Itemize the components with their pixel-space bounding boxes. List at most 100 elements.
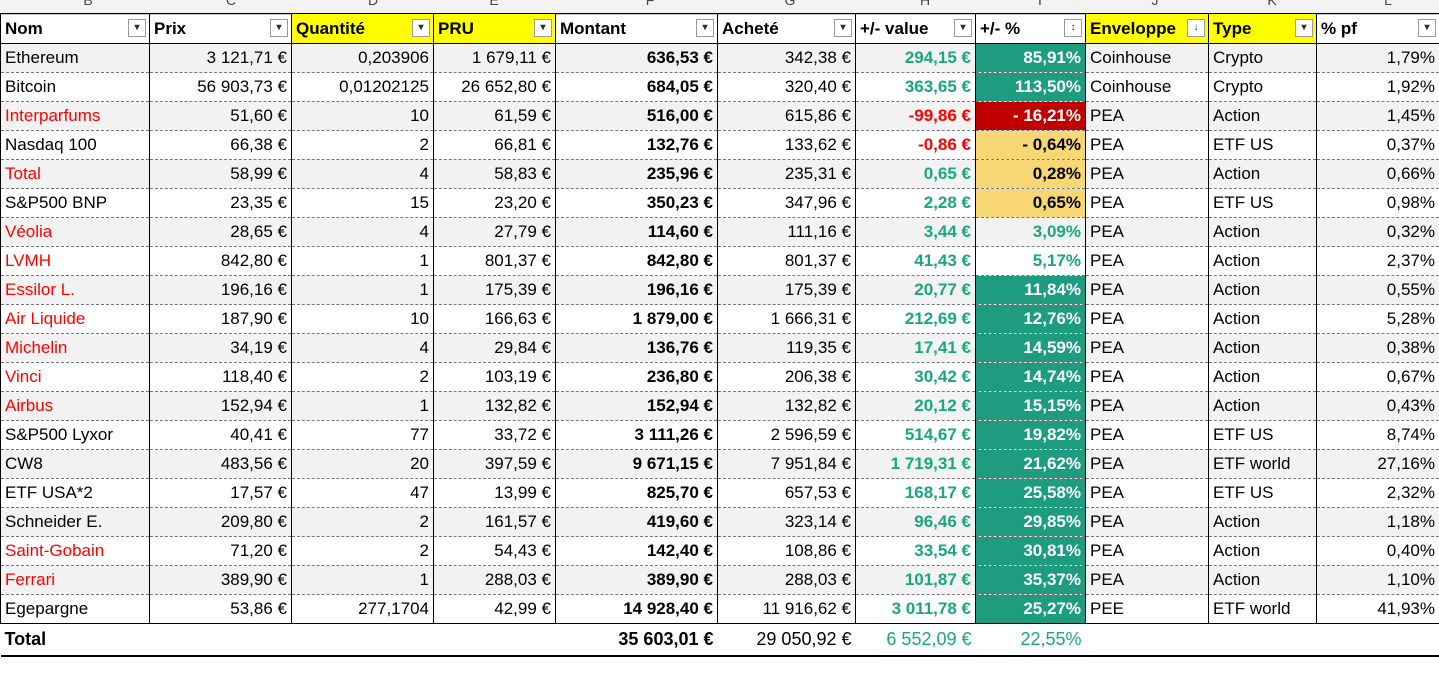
- cell-nom[interactable]: Interparfums: [0, 101, 150, 131]
- cell-quantite[interactable]: 2: [291, 536, 434, 566]
- cell-quantite[interactable]: 0,01202125: [291, 72, 434, 102]
- column-header-8[interactable]: Enveloppe ↓: [1085, 13, 1209, 44]
- cell-type[interactable]: Crypto: [1208, 43, 1317, 73]
- column-header-1[interactable]: Prix ▾: [149, 13, 292, 44]
- cell-quantite[interactable]: 4: [291, 333, 434, 363]
- cell-plus-minus-value[interactable]: -99,86 €: [855, 101, 976, 131]
- cell-pru[interactable]: 397,59 €: [433, 449, 556, 479]
- cell-plus-minus-value[interactable]: 101,87 €: [855, 565, 976, 595]
- cell-achete[interactable]: 342,38 €: [717, 43, 856, 73]
- cell-enveloppe[interactable]: PEA: [1085, 391, 1209, 421]
- cell-nom[interactable]: Schneider E.: [0, 507, 150, 537]
- cell-plus-minus-pct[interactable]: 19,82%: [975, 420, 1086, 450]
- cell-plus-minus-pct[interactable]: 85,91%: [975, 43, 1086, 73]
- dropdown-icon[interactable]: ▾: [270, 19, 288, 37]
- cell-montant[interactable]: 142,40 €: [555, 536, 718, 566]
- cell-pct-pf[interactable]: 0,43%: [1316, 391, 1439, 421]
- cell-enveloppe[interactable]: Coinhouse: [1085, 43, 1209, 73]
- cell-quantite[interactable]: 1: [291, 246, 434, 276]
- column-letter-e[interactable]: E: [489, 0, 499, 8]
- column-letter-h[interactable]: H: [919, 0, 931, 8]
- cell-prix[interactable]: 3 121,71 €: [149, 43, 292, 73]
- cell-pru[interactable]: 58,83 €: [433, 159, 556, 189]
- cell-achete[interactable]: 801,37 €: [717, 246, 856, 276]
- cell-achete[interactable]: 111,16 €: [717, 217, 856, 247]
- cell-plus-minus-value[interactable]: 514,67 €: [855, 420, 976, 450]
- dropdown-icon[interactable]: ▾: [534, 19, 552, 37]
- cell-pru[interactable]: 29,84 €: [433, 333, 556, 363]
- cell-montant[interactable]: 14 928,40 €: [555, 594, 718, 624]
- cell-type[interactable]: Action: [1208, 159, 1317, 189]
- cell-pru[interactable]: 27,79 €: [433, 217, 556, 247]
- dropdown-icon[interactable]: ▾: [954, 19, 972, 37]
- cell-plus-minus-pct[interactable]: - 16,21%: [975, 101, 1086, 131]
- cell-achete[interactable]: 175,39 €: [717, 275, 856, 305]
- cell-quantite[interactable]: 1: [291, 275, 434, 305]
- cell-prix[interactable]: 28,65 €: [149, 217, 292, 247]
- cell-plus-minus-pct[interactable]: 29,85%: [975, 507, 1086, 537]
- cell-achete[interactable]: 323,14 €: [717, 507, 856, 537]
- column-letter-c[interactable]: C: [225, 0, 237, 8]
- total-empty-cell[interactable]: [150, 624, 292, 656]
- filter-active-icon[interactable]: ▾: [128, 19, 146, 37]
- cell-enveloppe[interactable]: PEA: [1085, 130, 1209, 160]
- cell-quantite[interactable]: 77: [291, 420, 434, 450]
- cell-plus-minus-pct[interactable]: 14,74%: [975, 362, 1086, 392]
- column-letter-f[interactable]: F: [645, 0, 655, 8]
- cell-achete[interactable]: 288,03 €: [717, 565, 856, 595]
- cell-plus-minus-value[interactable]: 168,17 €: [855, 478, 976, 508]
- cell-type[interactable]: Action: [1208, 507, 1317, 537]
- cell-nom[interactable]: Egepargne: [0, 594, 150, 624]
- cell-quantite[interactable]: 15: [291, 188, 434, 218]
- cell-type[interactable]: Action: [1208, 217, 1317, 247]
- cell-achete[interactable]: 132,82 €: [717, 391, 856, 421]
- column-letter-i[interactable]: I: [1038, 0, 1042, 8]
- cell-type[interactable]: Action: [1208, 246, 1317, 276]
- cell-prix[interactable]: 209,80 €: [149, 507, 292, 537]
- cell-montant[interactable]: 389,90 €: [555, 565, 718, 595]
- cell-type[interactable]: Action: [1208, 101, 1317, 131]
- cell-prix[interactable]: 56 903,73 €: [149, 72, 292, 102]
- cell-prix[interactable]: 40,41 €: [149, 420, 292, 450]
- cell-achete[interactable]: 347,96 €: [717, 188, 856, 218]
- cell-plus-minus-value[interactable]: 3 011,78 €: [855, 594, 976, 624]
- cell-plus-minus-value[interactable]: 212,69 €: [855, 304, 976, 334]
- cell-plus-minus-value[interactable]: 30,42 €: [855, 362, 976, 392]
- cell-plus-minus-value[interactable]: 33,54 €: [855, 536, 976, 566]
- cell-pct-pf[interactable]: 1,92%: [1316, 72, 1439, 102]
- cell-achete[interactable]: 2 596,59 €: [717, 420, 856, 450]
- cell-montant[interactable]: 516,00 €: [555, 101, 718, 131]
- cell-quantite[interactable]: 2: [291, 130, 434, 160]
- cell-quantite[interactable]: 20: [291, 449, 434, 479]
- cell-achete[interactable]: 133,62 €: [717, 130, 856, 160]
- cell-achete[interactable]: 235,31 €: [717, 159, 856, 189]
- cell-pru[interactable]: 13,99 €: [433, 478, 556, 508]
- cell-montant[interactable]: 3 111,26 €: [555, 420, 718, 450]
- cell-plus-minus-value[interactable]: 1 719,31 €: [855, 449, 976, 479]
- cell-montant[interactable]: 235,96 €: [555, 159, 718, 189]
- cell-pru[interactable]: 801,37 €: [433, 246, 556, 276]
- cell-pct-pf[interactable]: 27,16%: [1316, 449, 1439, 479]
- cell-prix[interactable]: 196,16 €: [149, 275, 292, 305]
- cell-achete[interactable]: 11 916,62 €: [717, 594, 856, 624]
- cell-pru[interactable]: 161,57 €: [433, 507, 556, 537]
- cell-nom[interactable]: Total: [0, 159, 150, 189]
- cell-type[interactable]: ETF world: [1208, 594, 1317, 624]
- cell-plus-minus-value[interactable]: 294,15 €: [855, 43, 976, 73]
- cell-enveloppe[interactable]: PEA: [1085, 159, 1209, 189]
- cell-achete[interactable]: 7 951,84 €: [717, 449, 856, 479]
- column-header-5[interactable]: Acheté ▾: [717, 13, 856, 44]
- cell-montant[interactable]: 196,16 €: [555, 275, 718, 305]
- cell-pru[interactable]: 1 679,11 €: [433, 43, 556, 73]
- cell-quantite[interactable]: 1: [291, 565, 434, 595]
- cell-enveloppe[interactable]: PEA: [1085, 188, 1209, 218]
- cell-quantite[interactable]: 1: [291, 391, 434, 421]
- cell-pru[interactable]: 54,43 €: [433, 536, 556, 566]
- cell-pct-pf[interactable]: 8,74%: [1316, 420, 1439, 450]
- cell-plus-minus-pct[interactable]: - 0,64%: [975, 130, 1086, 160]
- column-header-6[interactable]: +/- value ▾: [855, 13, 976, 44]
- cell-prix[interactable]: 483,56 €: [149, 449, 292, 479]
- cell-plus-minus-value[interactable]: -0,86 €: [855, 130, 976, 160]
- cell-achete[interactable]: 119,35 €: [717, 333, 856, 363]
- cell-pru[interactable]: 33,72 €: [433, 420, 556, 450]
